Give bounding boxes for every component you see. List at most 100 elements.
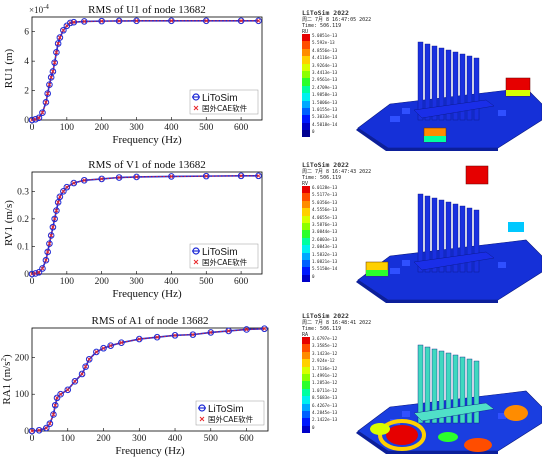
point-litosim [64,386,72,394]
component [498,413,506,419]
point-foreign-cae [239,173,244,178]
point-litosim [50,411,57,418]
legend-box [195,400,265,426]
point-litosim [32,115,39,123]
color-scale-label: 5.0851e-13 [312,33,338,38]
point-foreign-cae [99,176,104,181]
heat-sink-fin [473,57,480,121]
heat-sink-fin [438,350,445,424]
color-scale-label: 1.2853e-12 [312,380,338,386]
color-scale-swatch [302,208,310,216]
point-foreign-cae [87,357,92,362]
point-foreign-cae [226,329,231,333]
x-tick-label: 600 [234,123,249,133]
color-scale-swatch [302,56,310,64]
fem-panel-displacement: LiToSim 2022 周二 7月 8 16:47:05 2022 Time: 5… [298,8,542,151]
point-litosim [71,378,79,385]
color-scale-swatch [302,230,310,238]
color-scale-swatch [302,93,310,101]
point-foreign-cae [37,428,42,433]
color-scale-swatch [302,267,310,275]
heat-sink-fin [431,348,438,424]
x-tick-label: 0 [30,123,35,133]
heat-sink-fin [445,49,452,121]
color-scale-swatch [302,425,310,434]
color-scale-swatch [302,237,310,246]
color-scale-swatch [302,63,310,71]
fem-date: 周二 7月 8 16:47:05 2022 [302,17,372,23]
point-litosim [118,339,125,347]
color-scale-label: 2.4709e-13 [312,84,338,90]
legend-label-foreign-cae: 国外CAE软件 [208,414,254,424]
fem-header: LiToSim 2022 周二 7月 8 16:48:41 2022 Time: 5… [302,313,371,338]
series-line-foreign-cae [31,175,259,275]
chart-0: 0 100 200 300 400 500 600 0 2 4 6 RMS of U1 of node… [3,3,263,146]
point-foreign-cae [80,372,84,376]
point-litosim [255,17,262,25]
color-scale-label: 1.0155e-13 [312,107,338,113]
hot-spot [386,425,418,445]
point-litosim [135,335,143,343]
heat-sink-fin [459,205,466,273]
point-foreign-cae [208,330,213,335]
legend-label-foreign-cae: 国外CAE软件 [202,103,248,113]
point-litosim [47,232,55,239]
color-scale-swatch [302,351,310,360]
point-litosim [115,17,123,25]
x-tick-label: 400 [164,277,179,287]
hot-component-band [366,270,388,276]
point-foreign-cae [204,18,209,23]
heat-sink-fin [452,354,459,424]
point-litosim [46,420,54,427]
point-foreign-cae [173,333,177,338]
color-scale-label: 5.3033e-14 [312,114,338,120]
y-tick-label: 0 [24,116,29,126]
point-litosim [70,18,78,26]
component [402,411,410,417]
x-tick-label: 500 [199,277,214,287]
color-scale-swatch [302,373,310,382]
color-scale-label: 3.4413e-13 [312,70,338,76]
component [402,108,410,114]
heat-sink-fin [445,352,452,424]
heat-sink-fin [417,41,424,121]
color-scale-bar [302,186,310,283]
point-foreign-cae [72,379,77,384]
color-scale-label: 8.5683e-13 [312,395,338,401]
point-foreign-cae [82,178,87,183]
point-litosim [44,248,51,256]
point-foreign-cae [44,426,49,430]
color-scale-label: 5.0356e-13 [312,199,338,205]
x-tick-label: 100 [60,123,75,133]
point-foreign-cae [50,225,55,230]
heat-sink-fin [452,203,459,273]
color-scale-label: 1.9858e-13 [312,92,338,98]
legend-marker-foreign-cae [193,259,199,265]
point-foreign-cae [56,200,61,205]
hot-spot [504,405,528,421]
point-foreign-cae [57,35,62,40]
point-foreign-cae [44,100,48,105]
point-foreign-cae [83,364,88,369]
color-scale-label: 4.5018e-14 [312,121,338,127]
point-litosim [49,68,57,75]
color-scale-label: 5.5150e-14 [312,266,338,272]
color-scale-label: 1.0711e-12 [312,387,338,393]
color-scale-label: 2.924e-12 [312,358,335,364]
y-tick-label: 2 [24,87,29,97]
point-foreign-cae [49,233,54,238]
heat-sink-fin [459,53,466,121]
color-scale-swatch [302,200,310,209]
point-litosim [207,329,215,336]
point-litosim [98,175,105,183]
fem-field: RA [302,332,309,338]
point-litosim [153,333,161,341]
fem-date: 周二 7月 8 16:48:41 2022 [302,320,372,326]
y-axis-label-sup: 2 [0,358,8,362]
color-scale-label: 3.3585e-12 [312,343,338,349]
heat-sink-fin [424,43,431,121]
color-scale-swatch [302,100,310,108]
heat-sink-fin [459,356,466,424]
fem-app-name: LiToSim 2022 [302,9,349,17]
